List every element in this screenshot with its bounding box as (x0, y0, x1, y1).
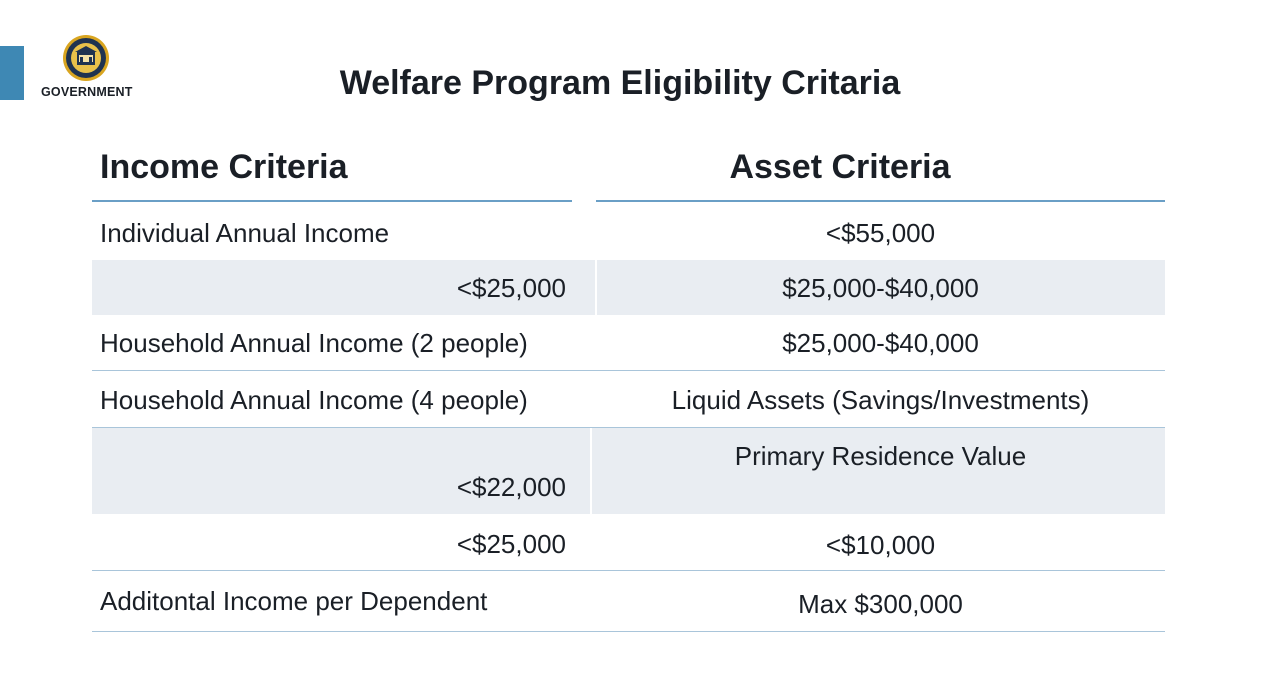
asset-cell: $25,000-$40,000 (782, 328, 979, 358)
income-cell: Household Annual Income (2 people) (100, 328, 528, 358)
asset-cell: <$55,000 (825, 218, 936, 248)
income-criteria-heading: Income Criteria (100, 148, 348, 186)
row-divider (92, 370, 1165, 371)
asset-cell: Primary Residence Value (734, 441, 1027, 471)
accent-bar (0, 46, 24, 100)
asset-cell: Max $300,000 (798, 589, 963, 619)
income-cell: <$25,000 (456, 529, 566, 559)
asset-cell: Liquid Assets (Savings/Investments) (671, 385, 1090, 415)
column-divider (590, 428, 592, 514)
table-row: Household Annual Income (2 people) $25,0… (92, 315, 1165, 370)
row-divider (92, 570, 1165, 571)
org-label: GOVERNMENT (41, 85, 133, 99)
table-row: <$22,000 Primary Residence Value (92, 428, 1165, 514)
income-cell: <$22,000 (456, 472, 566, 502)
row-divider (92, 427, 1165, 428)
row-divider (92, 631, 1165, 632)
table-row: Individual Annual Income <$55,000 (92, 204, 1165, 260)
asset-cell: $25,000-$40,000 (782, 273, 979, 303)
income-heading-rule (92, 200, 572, 202)
income-cell: Additontal Income per Dependent (100, 586, 488, 616)
table-row: Additontal Income per Dependent Max $300… (92, 571, 1165, 631)
asset-cell: <$10,000 (825, 530, 936, 560)
government-seal-icon (63, 35, 109, 81)
column-divider (595, 260, 597, 315)
table-row: <$25,000 $25,000-$40,000 (92, 260, 1165, 315)
income-cell: Household Annual Income (4 people) (100, 385, 528, 415)
income-cell: Individual Annual Income (100, 218, 390, 248)
table-row: Household Annual Income (4 people) Liqui… (92, 371, 1165, 427)
table-row: <$25,000 <$10,000 (92, 514, 1165, 570)
asset-criteria-heading: Asset Criteria (729, 148, 951, 186)
asset-heading-rule (596, 200, 1165, 202)
page-title: Welfare Program Eligibility Critaria (339, 64, 901, 102)
income-cell: <$25,000 (456, 273, 566, 303)
